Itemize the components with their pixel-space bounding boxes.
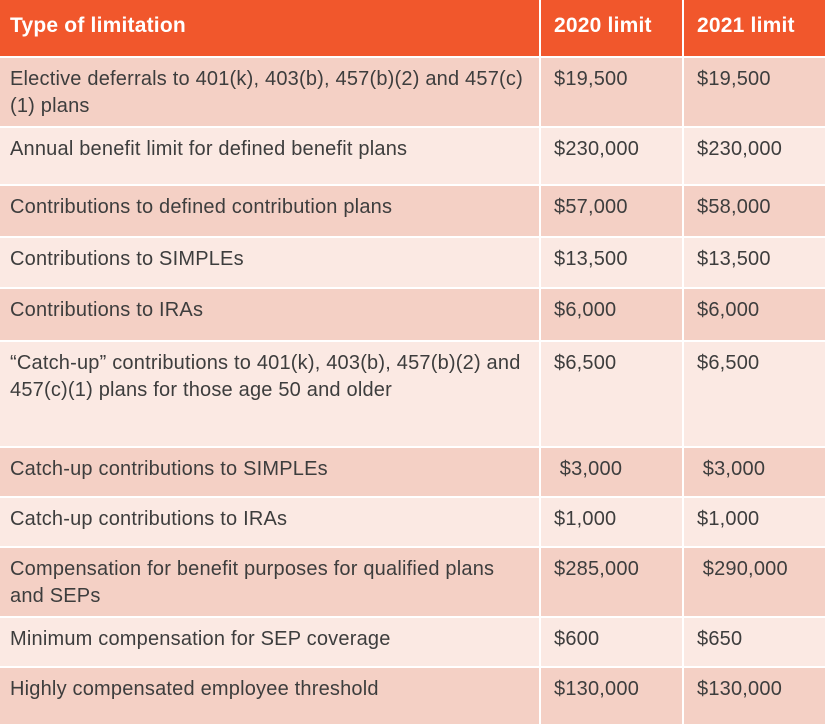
limitation-type-cell: Contributions to IRAs (0, 287, 541, 342)
limitation-type-cell: Catch-up contributions to IRAs (0, 496, 541, 548)
limit-2020-cell: $285,000 (539, 546, 684, 618)
table-row: “Catch-up” contributions to 401(k), 403(… (0, 340, 825, 448)
table-row: Contributions to defined contribution pl… (0, 184, 825, 238)
limit-2020-cell: $13,500 (539, 236, 684, 289)
table-row: Annual benefit limit for defined benefit… (0, 126, 825, 186)
limit-2021-cell: $13,500 (682, 236, 825, 289)
limitation-type-cell: Compensation for benefit purposes for qu… (0, 546, 541, 618)
table-row: Catch-up contributions to SIMPLEs $3,000… (0, 446, 825, 498)
header-type-of-limitation: Type of limitation (0, 0, 541, 58)
table-row: Contributions to SIMPLEs $13,500 $13,500 (0, 236, 825, 289)
limit-2021-cell: $130,000 (682, 666, 825, 724)
limitation-type-cell: Elective deferrals to 401(k), 403(b), 45… (0, 56, 541, 128)
limit-2021-cell: $3,000 (682, 446, 825, 498)
limit-2021-cell: $6,000 (682, 287, 825, 342)
limitation-type-cell: Highly compensated employee threshold (0, 666, 541, 724)
table-row: Highly compensated employee threshold $13… (0, 666, 825, 724)
limit-2020-cell: $57,000 (539, 184, 684, 238)
limit-2020-cell: $600 (539, 616, 684, 668)
limit-2020-cell: $230,000 (539, 126, 684, 186)
header-2021-limit: 2021 limit (682, 0, 825, 58)
limit-2020-cell: $3,000 (539, 446, 684, 498)
table-row: Contributions to IRAs $6,000 $6,000 (0, 287, 825, 342)
limit-2021-cell: $1,000 (682, 496, 825, 548)
limit-2021-cell: $58,000 (682, 184, 825, 238)
table-row: Elective deferrals to 401(k), 403(b), 45… (0, 56, 825, 128)
limit-2020-cell: $6,000 (539, 287, 684, 342)
limitation-type-cell: Contributions to SIMPLEs (0, 236, 541, 289)
table-row: Compensation for benefit purposes for qu… (0, 546, 825, 618)
table-row: Catch-up contributions to IRAs $1,000 $1,0… (0, 496, 825, 548)
limit-2021-cell: $290,000 (682, 546, 825, 618)
limitation-type-cell: Minimum compensation for SEP coverage (0, 616, 541, 668)
limitation-type-cell: “Catch-up” contributions to 401(k), 403(… (0, 340, 541, 448)
header-row: Type of limitation 2020 limit 2021 limit (0, 0, 825, 58)
limit-2020-cell: $1,000 (539, 496, 684, 548)
limit-2021-cell: $19,500 (682, 56, 825, 128)
limit-2020-cell: $130,000 (539, 666, 684, 724)
limit-2021-cell: $650 (682, 616, 825, 668)
header-2020-limit: 2020 limit (539, 0, 684, 58)
limitation-type-cell: Catch-up contributions to SIMPLEs (0, 446, 541, 498)
limit-2021-cell: $6,500 (682, 340, 825, 448)
table-row: Minimum compensation for SEP coverage $60… (0, 616, 825, 668)
limitation-type-cell: Contributions to defined contribution pl… (0, 184, 541, 238)
limit-2021-cell: $230,000 (682, 126, 825, 186)
table-body: Elective deferrals to 401(k), 403(b), 45… (0, 56, 825, 724)
limit-2020-cell: $19,500 (539, 56, 684, 128)
limit-2020-cell: $6,500 (539, 340, 684, 448)
limitation-type-cell: Annual benefit limit for defined benefit… (0, 126, 541, 186)
